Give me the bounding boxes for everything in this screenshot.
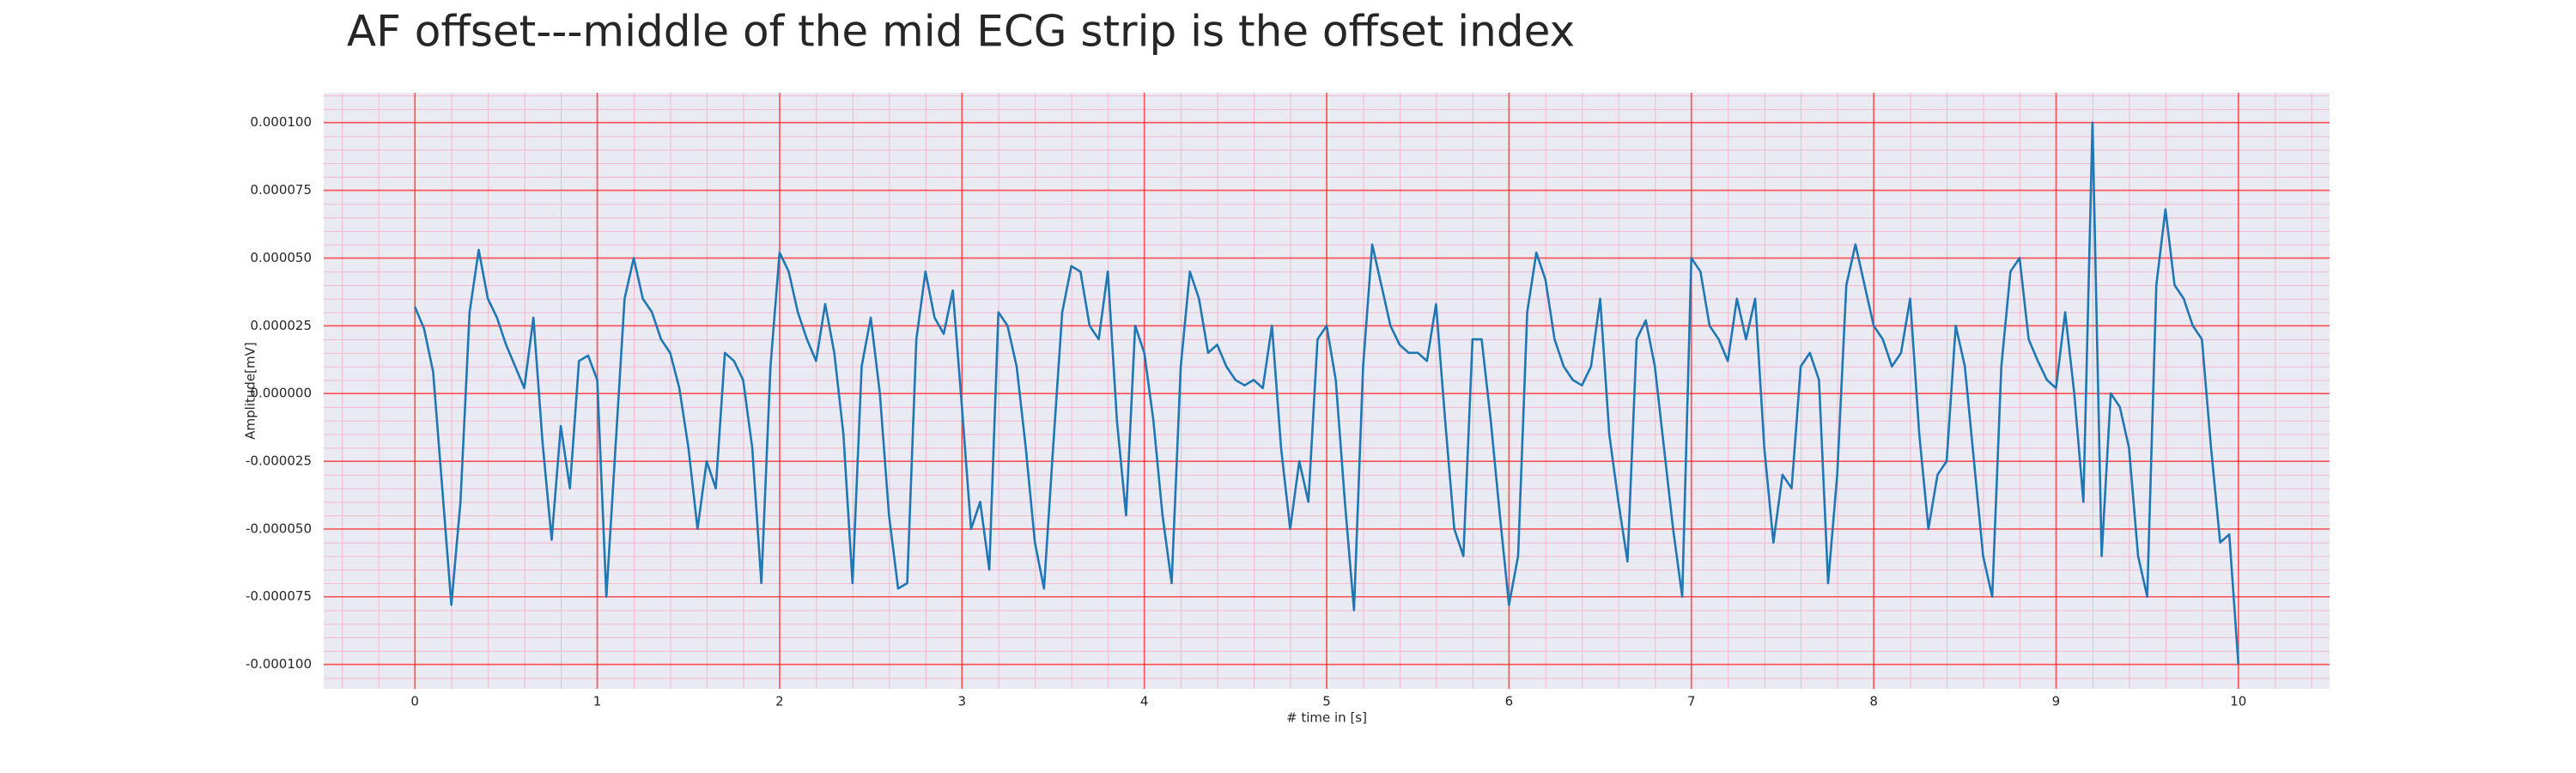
- y-tick-label: 0.000100: [250, 114, 312, 130]
- x-tick-label: 7: [1687, 694, 1696, 709]
- x-tick-label: 1: [593, 694, 602, 709]
- x-tick-label: 6: [1505, 694, 1514, 709]
- y-tick-label: -0.000025: [246, 453, 312, 469]
- x-tick-label: 9: [2052, 694, 2061, 709]
- y-tick-label: 0.000075: [250, 182, 312, 198]
- y-tick-label: -0.000050: [246, 520, 312, 536]
- x-tick-label: 0: [410, 694, 419, 709]
- y-tick-label: -0.000075: [246, 588, 312, 604]
- y-axis-label: Amplitude[mV]: [243, 342, 258, 439]
- chart-title: AF offset---middle of the mid ECG strip …: [347, 7, 1575, 57]
- x-tick-label: 3: [957, 694, 966, 709]
- y-tick-label: 0.000050: [250, 250, 312, 265]
- x-tick-label: 10: [2230, 694, 2246, 709]
- y-tick-label: 0.000000: [250, 386, 312, 401]
- x-tick-label: 8: [1869, 694, 1878, 709]
- x-tick-label: 2: [775, 694, 784, 709]
- y-tick-label: -0.000100: [246, 656, 312, 672]
- x-tick-label: 4: [1140, 694, 1149, 709]
- x-axis-label: # time in [s]: [1286, 710, 1367, 726]
- x-tick-label: 5: [1322, 694, 1331, 709]
- ecg-line: [413, 121, 2240, 665]
- y-tick-label: 0.000025: [250, 318, 312, 333]
